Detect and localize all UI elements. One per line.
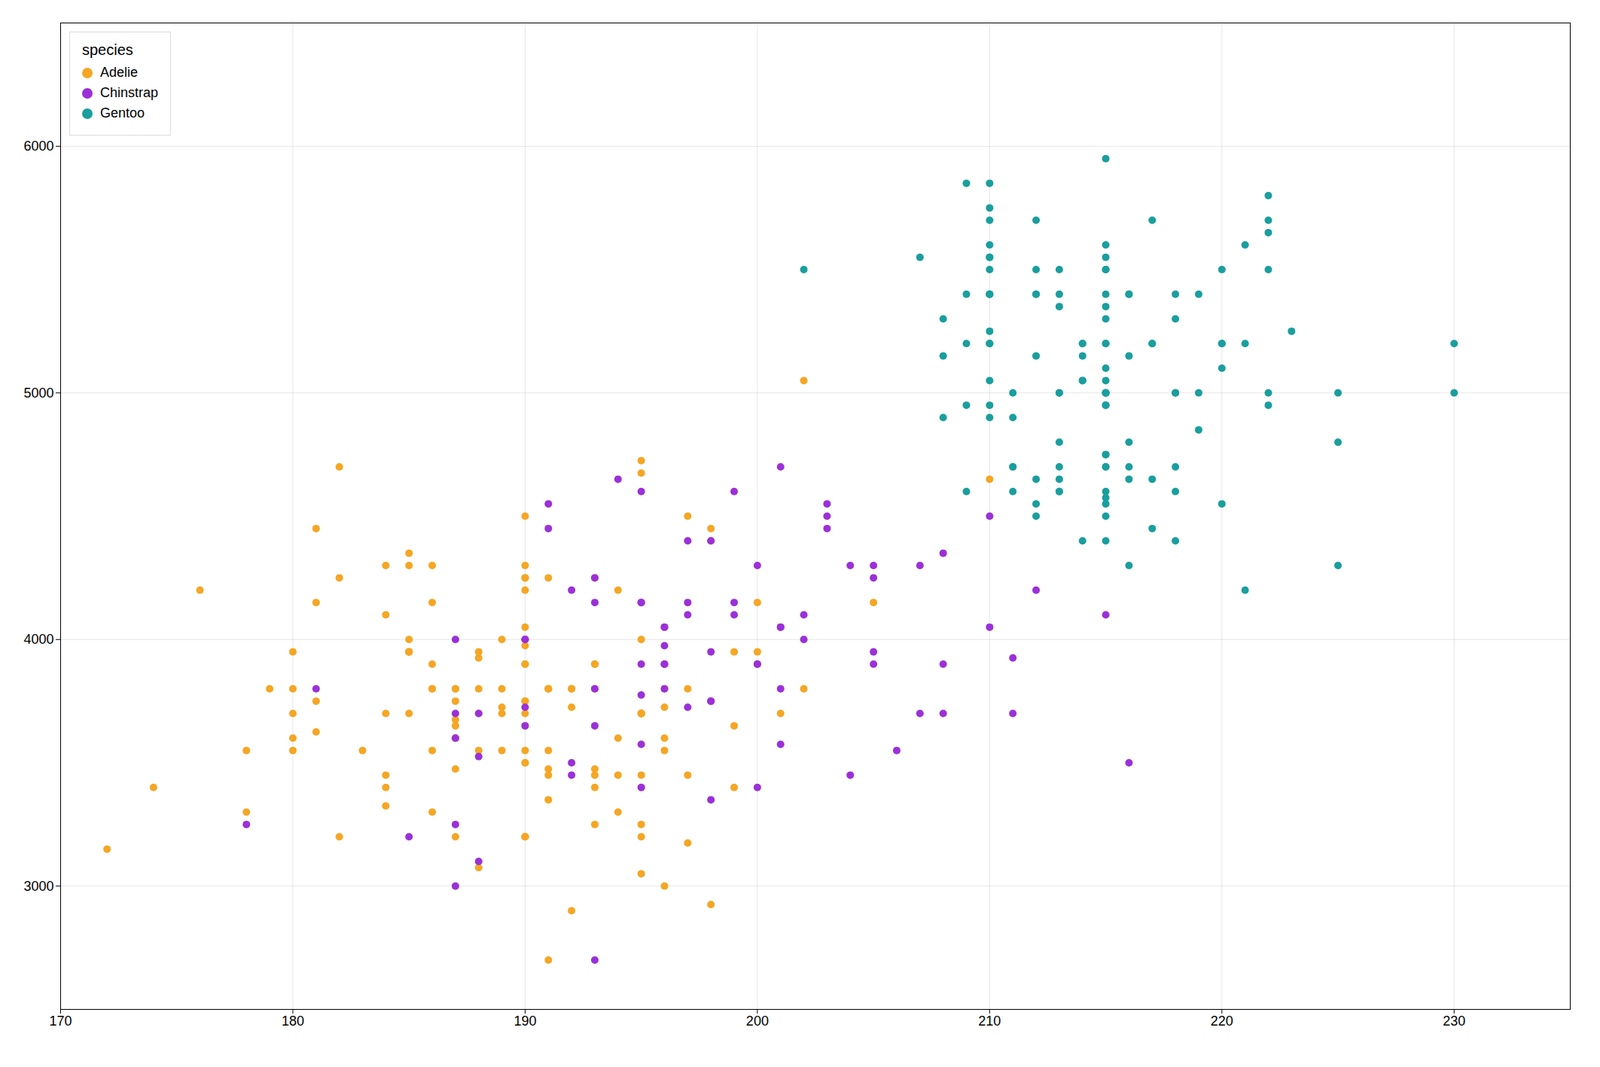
svg-text:220: 220 <box>1210 1013 1234 1029</box>
svg-text:210: 210 <box>978 1013 1001 1029</box>
html-text:Chinstrap: Chinstrap <box>100 85 159 101</box>
svg-text:230: 230 <box>1442 1013 1466 1029</box>
svg-text:4000: 4000 <box>23 631 54 647</box>
svg-text:190: 190 <box>513 1013 537 1029</box>
svg-text:170: 170 <box>48 1013 72 1029</box>
svg-text:3000: 3000 <box>23 878 54 894</box>
svg-text:180: 180 <box>281 1013 305 1029</box>
html-text:Gentoo: Gentoo <box>100 105 145 121</box>
svg-text:6000: 6000 <box>23 138 54 154</box>
svg-text:5000: 5000 <box>23 385 54 401</box>
svg-text:200: 200 <box>746 1013 769 1029</box>
html-text:species: species <box>82 41 134 58</box>
html-text:Adelie: Adelie <box>100 64 138 80</box>
